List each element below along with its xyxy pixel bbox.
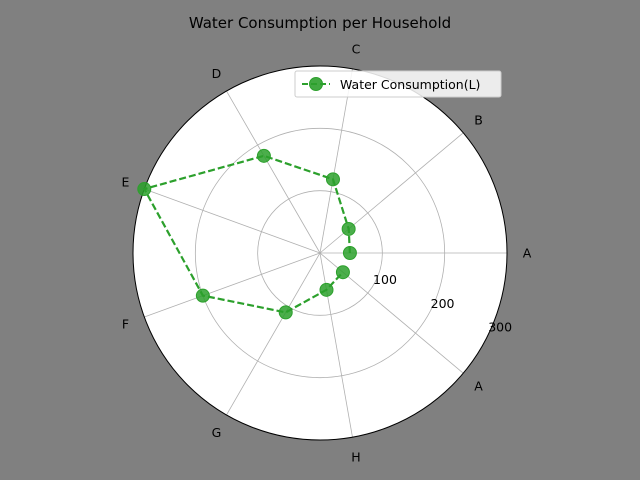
legend-box xyxy=(294,70,502,98)
legend-label: Water Consumption(L) xyxy=(340,77,480,92)
angular-tick-label: H xyxy=(351,449,360,464)
angular-tick-label: A xyxy=(474,379,483,394)
angular-tick-label: F xyxy=(122,316,129,331)
data-point xyxy=(335,265,350,280)
grid-spoke xyxy=(226,252,321,416)
radial-tick-label: 200 xyxy=(431,296,455,311)
angular-tick-label: B xyxy=(474,112,483,127)
radial-tick-label: 100 xyxy=(373,272,397,287)
angular-tick-labels: A B C D E F G H A xyxy=(122,42,532,465)
data-point xyxy=(319,282,334,297)
legend: Water Consumption(L) xyxy=(294,70,502,98)
grid-spoke xyxy=(144,188,321,254)
radial-tick-label: 300 xyxy=(488,320,512,335)
plot-border xyxy=(132,65,508,441)
grid-spoke xyxy=(319,68,353,254)
angular-tick-label: G xyxy=(212,425,222,440)
angular-tick-label: C xyxy=(352,42,361,57)
angular-tick-label: E xyxy=(122,175,130,190)
angular-tick-label: D xyxy=(212,66,222,81)
chart-title: Water Consumption per Household xyxy=(189,14,451,32)
data-point xyxy=(341,221,356,236)
grid-spoke xyxy=(226,90,321,254)
grid-spoke xyxy=(144,252,321,318)
data-point xyxy=(325,172,340,187)
series xyxy=(137,148,357,320)
radial-tick-labels: 100 200 300 xyxy=(373,272,512,335)
angular-tick-label: A xyxy=(523,246,532,261)
data-point xyxy=(195,288,210,303)
data-point xyxy=(137,182,152,197)
data-point xyxy=(256,148,271,163)
data-point xyxy=(342,246,357,260)
legend-marker xyxy=(309,77,323,91)
data-point xyxy=(278,305,293,320)
